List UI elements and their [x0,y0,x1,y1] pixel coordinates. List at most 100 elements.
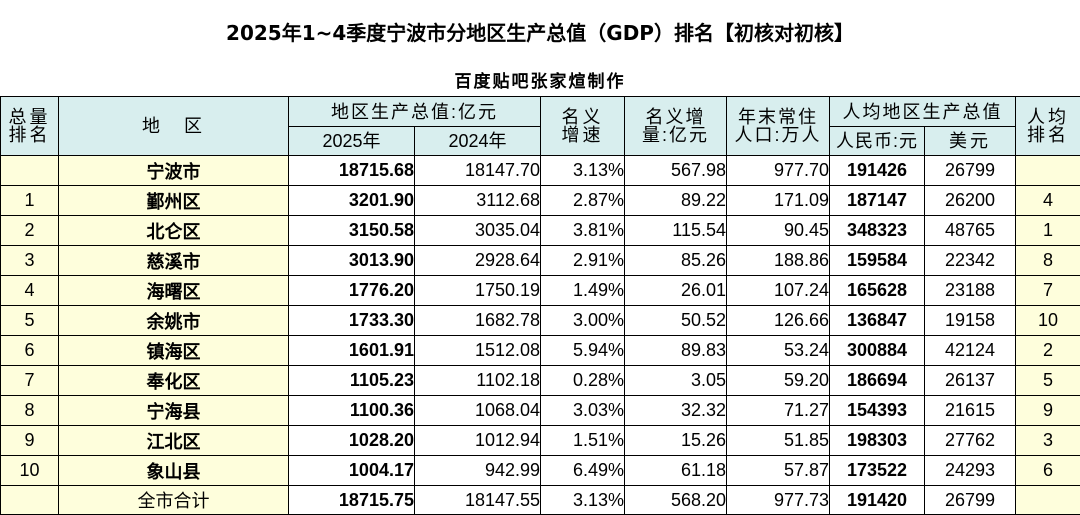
population-cell[interactable]: 51.85 [726,425,831,456]
gdp-2025-cell[interactable]: 3150.58 [288,215,415,246]
growth-cell[interactable]: 6.49% [540,455,626,486]
rank-cell[interactable]: 4 [0,275,59,306]
usd-cell[interactable]: 48765 [924,215,1017,246]
region-cell[interactable]: 余姚市 [58,305,289,336]
growth-cell[interactable]: 5.94% [540,335,626,366]
rmb-cell[interactable]: 154393 [829,395,926,426]
growth-cell[interactable]: 2.91% [540,245,626,276]
gdp-2024-cell[interactable]: 1068.04 [413,395,542,426]
gdp-2025-cell[interactable]: 18715.68 [288,155,415,186]
rmb-cell[interactable]: 159584 [829,245,926,276]
header-2025[interactable]: 2025年 [288,126,415,156]
per-capita-rank-cell[interactable]: 8 [1015,245,1080,276]
subtitle-cell[interactable]: 百度贴吧张家煊制作 [0,62,1080,97]
per-capita-rank-cell[interactable]: 7 [1015,275,1080,306]
usd-cell[interactable]: 27762 [924,425,1017,456]
population-cell[interactable]: 977.73 [726,485,831,515]
population-cell[interactable]: 107.24 [726,275,831,306]
growth-cell[interactable]: 3.03% [540,395,626,426]
per-capita-rank-cell[interactable] [1015,485,1080,515]
region-cell[interactable]: 江北区 [58,425,289,456]
increase-cell[interactable]: 568.20 [624,485,728,515]
gdp-2025-cell[interactable]: 1733.30 [288,305,415,336]
gdp-2025-cell[interactable]: 1105.23 [288,365,415,396]
population-cell[interactable]: 188.86 [726,245,831,276]
rmb-cell[interactable]: 173522 [829,455,926,486]
per-capita-rank-cell[interactable] [1015,155,1080,186]
rmb-cell[interactable]: 187147 [829,185,926,216]
usd-cell[interactable]: 42124 [924,335,1017,366]
rank-cell[interactable]: 5 [0,305,59,336]
growth-cell[interactable]: 1.51% [540,425,626,456]
gdp-2024-cell[interactable]: 18147.55 [413,485,542,515]
increase-cell[interactable]: 89.22 [624,185,728,216]
rank-cell[interactable]: 8 [0,395,59,426]
population-cell[interactable]: 126.66 [726,305,831,336]
gdp-2024-cell[interactable]: 18147.70 [413,155,542,186]
growth-cell[interactable]: 0.28% [540,365,626,396]
growth-cell[interactable]: 3.81% [540,215,626,246]
increase-cell[interactable]: 567.98 [624,155,728,186]
population-cell[interactable]: 59.20 [726,365,831,396]
per-capita-rank-cell[interactable]: 3 [1015,425,1080,456]
region-cell[interactable]: 鄞州区 [58,185,289,216]
increase-cell[interactable]: 61.18 [624,455,728,486]
header-population[interactable]: 年末常住 人口:万人 [726,96,831,156]
usd-cell[interactable]: 26200 [924,185,1017,216]
gdp-2024-cell[interactable]: 1682.78 [413,305,542,336]
population-cell[interactable]: 71.27 [726,395,831,426]
region-cell[interactable]: 北仑区 [58,215,289,246]
gdp-2025-cell[interactable]: 1776.20 [288,275,415,306]
header-gdp[interactable]: 地区生产总值:亿元 [287,96,542,127]
gdp-2024-cell[interactable]: 1102.18 [413,365,542,396]
population-cell[interactable]: 171.09 [726,185,831,216]
header-per-capita[interactable]: 人均地区生产总值 [829,96,1017,127]
header-rmb[interactable]: 人民币:元 [829,126,926,156]
increase-cell[interactable]: 85.26 [624,245,728,276]
rmb-cell[interactable]: 348323 [829,215,926,246]
increase-cell[interactable]: 3.05 [624,365,728,396]
rmb-cell[interactable]: 191426 [829,155,926,186]
gdp-2024-cell[interactable]: 1012.94 [413,425,542,456]
gdp-2024-cell[interactable]: 3112.68 [413,185,542,216]
usd-cell[interactable]: 23188 [924,275,1017,306]
population-cell[interactable]: 977.70 [726,155,831,186]
gdp-2024-cell[interactable]: 3035.04 [413,215,542,246]
per-capita-rank-cell[interactable]: 10 [1015,305,1080,336]
header-per-capita-rank[interactable]: 人均 排名 [1015,96,1080,156]
header-2024[interactable]: 2024年 [413,126,542,156]
region-cell[interactable]: 海曙区 [58,275,289,306]
usd-cell[interactable]: 19158 [924,305,1017,336]
header-usd[interactable]: 美元 [924,126,1017,156]
per-capita-rank-cell[interactable]: 1 [1015,215,1080,246]
region-cell[interactable]: 镇海区 [58,335,289,366]
rmb-cell[interactable]: 136847 [829,305,926,336]
region-cell[interactable]: 慈溪市 [58,245,289,276]
usd-cell[interactable]: 26799 [924,155,1017,186]
rank-cell[interactable]: 7 [0,365,59,396]
increase-cell[interactable]: 89.83 [624,335,728,366]
growth-cell[interactable]: 3.00% [540,305,626,336]
increase-cell[interactable]: 26.01 [624,275,728,306]
rmb-cell[interactable]: 165628 [829,275,926,306]
region-cell[interactable]: 奉化区 [58,365,289,396]
growth-cell[interactable]: 3.13% [540,155,626,186]
rank-cell[interactable] [0,155,59,186]
header-nominal-increase[interactable]: 名义增 量:亿元 [624,96,728,156]
gdp-2024-cell[interactable]: 942.99 [413,455,542,486]
gdp-2024-cell[interactable]: 1512.08 [413,335,542,366]
usd-cell[interactable]: 24293 [924,455,1017,486]
gdp-2025-cell[interactable]: 1100.36 [288,395,415,426]
per-capita-rank-cell[interactable]: 2 [1015,335,1080,366]
gdp-2025-cell[interactable]: 1601.91 [288,335,415,366]
header-nominal-growth[interactable]: 名义 增速 [540,96,626,156]
per-capita-rank-cell[interactable]: 4 [1015,185,1080,216]
gdp-2025-cell[interactable]: 1028.20 [288,425,415,456]
gdp-2025-cell[interactable]: 18715.75 [288,485,415,515]
gdp-2025-cell[interactable]: 3013.90 [288,245,415,276]
rmb-cell[interactable]: 191420 [829,485,926,515]
population-cell[interactable]: 57.87 [726,455,831,486]
title-cell[interactable]: 2025年1~4季度宁波市分地区生产总值（GDP）排名【初核对初核】 [0,0,1080,63]
rmb-cell[interactable]: 300884 [829,335,926,366]
gdp-2025-cell[interactable]: 1004.17 [288,455,415,486]
